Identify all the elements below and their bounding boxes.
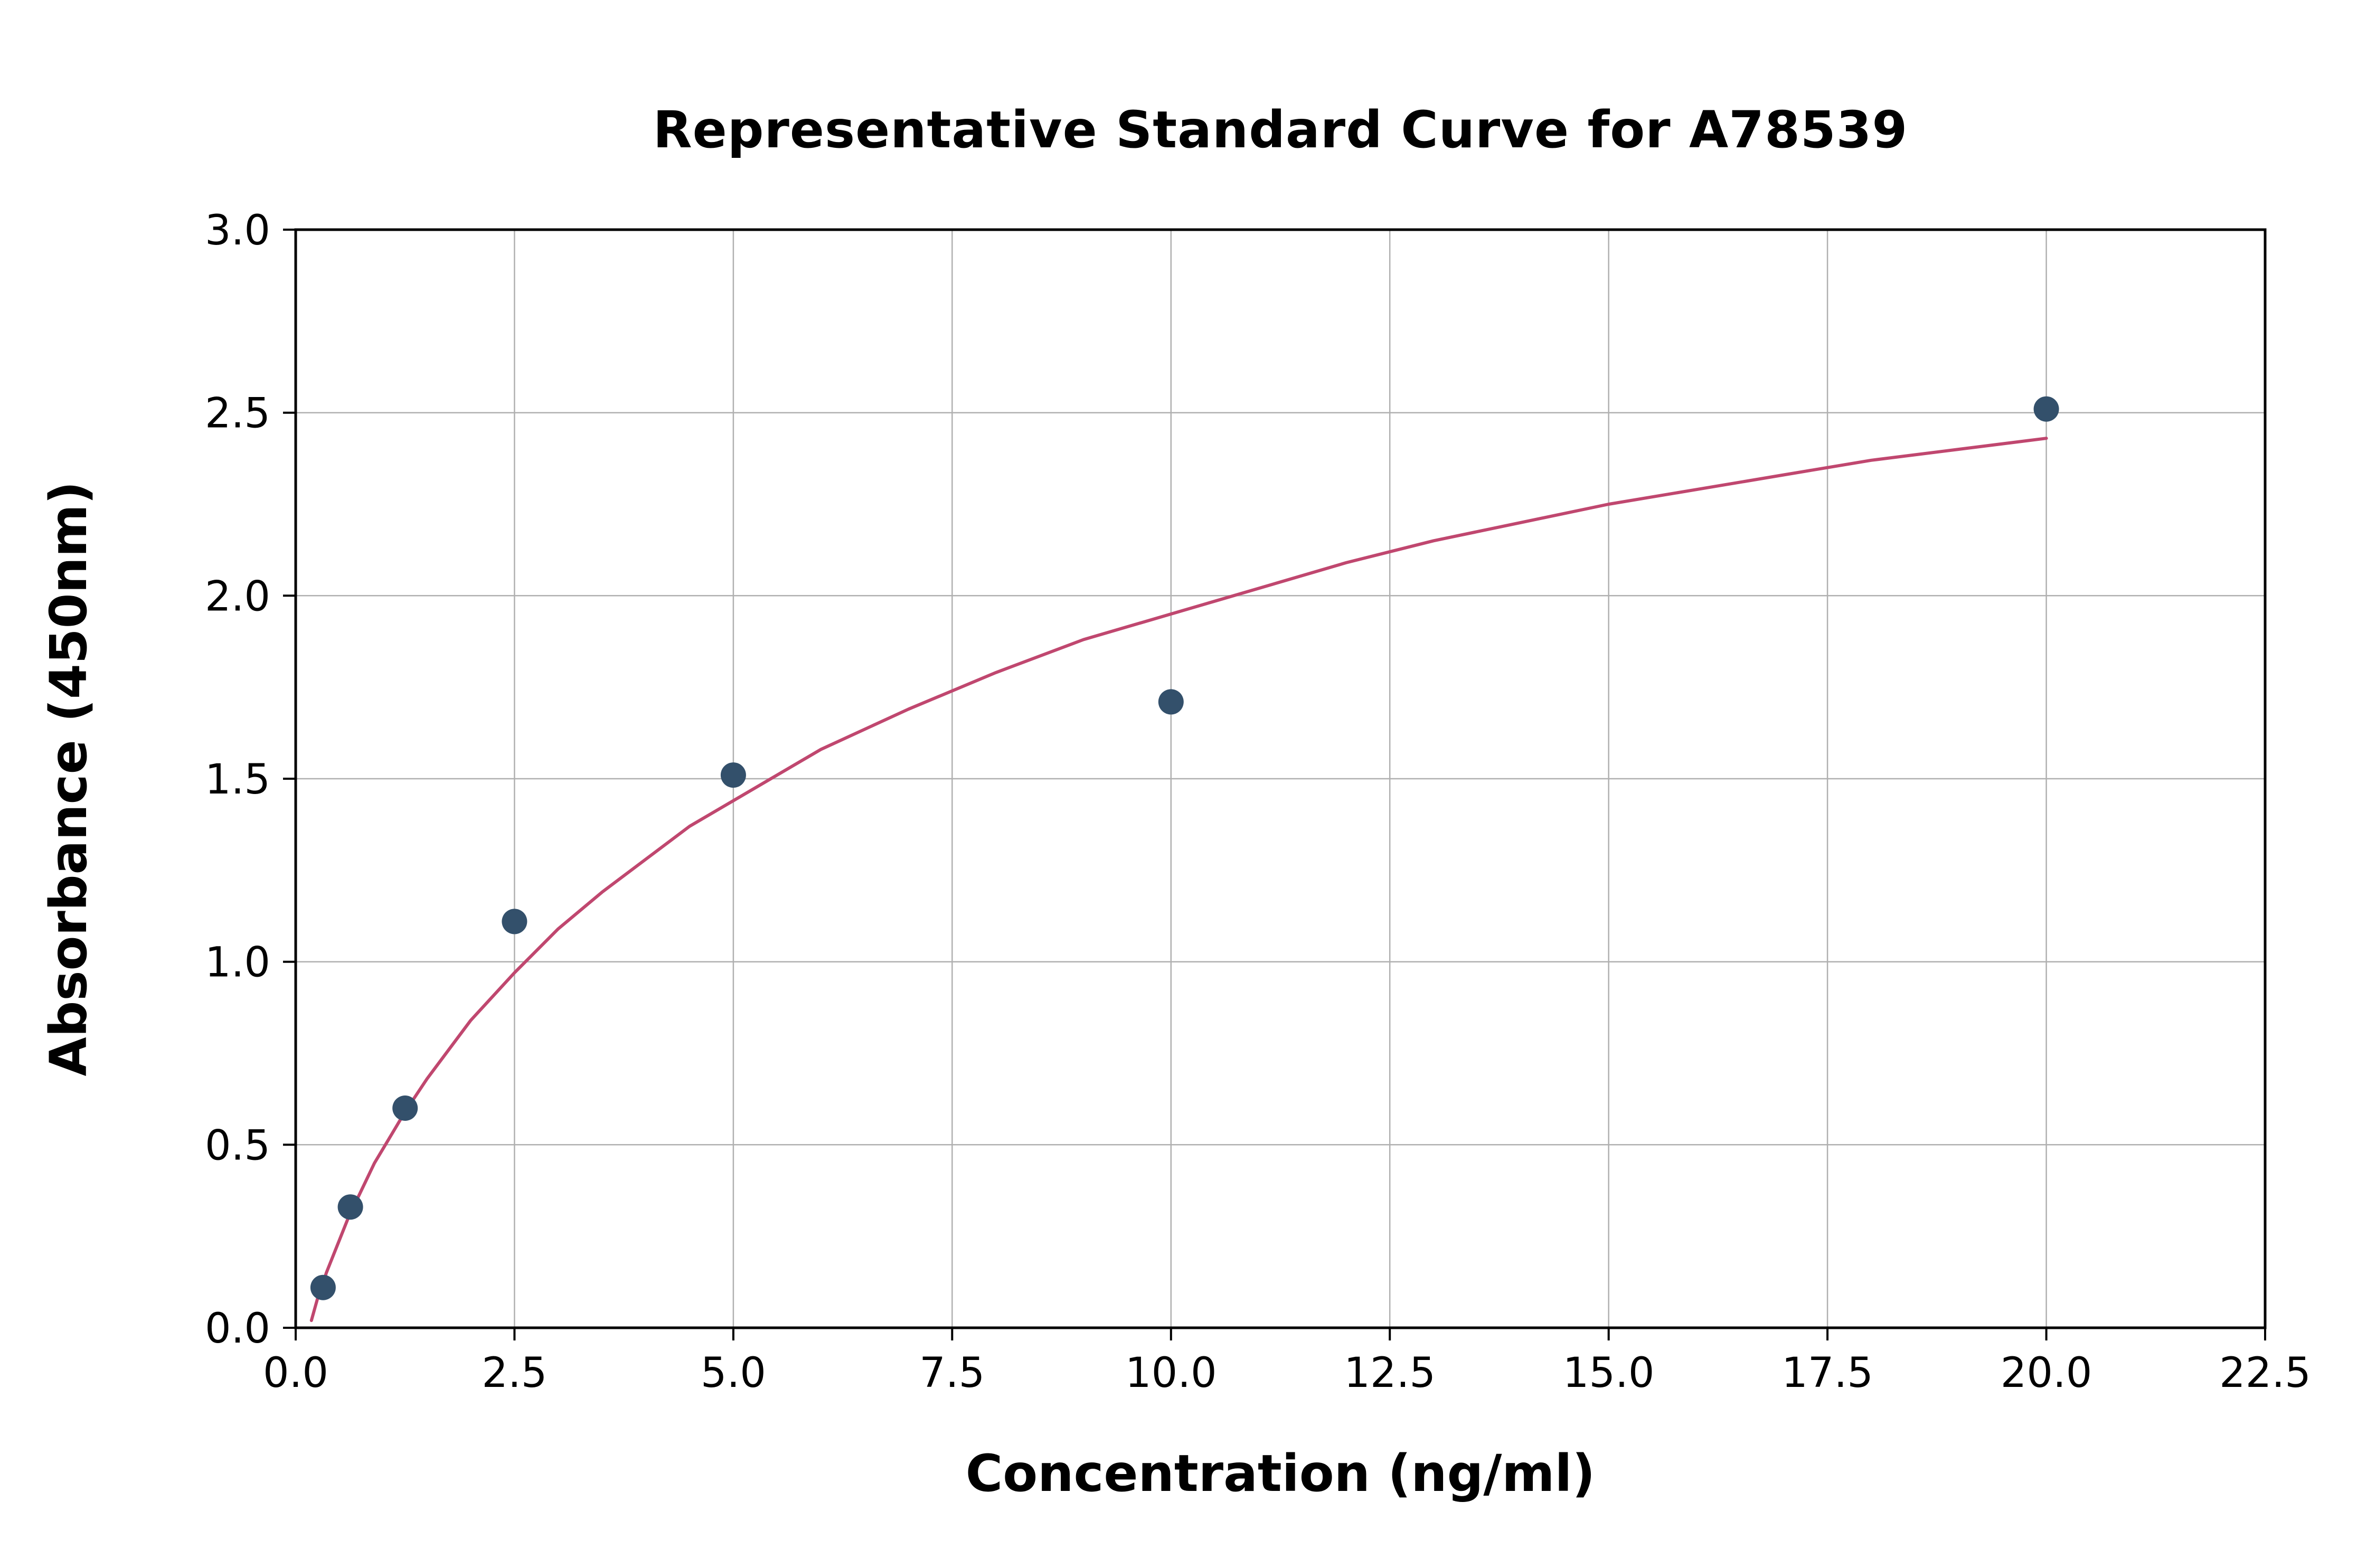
data-point <box>392 1095 418 1121</box>
x-tick-label: 0.0 <box>263 1349 328 1397</box>
data-point <box>502 909 527 934</box>
x-tick-label: 20.0 <box>2001 1349 2092 1397</box>
data-point <box>720 762 746 788</box>
x-tick-label: 2.5 <box>482 1349 547 1397</box>
x-tick-label: 17.5 <box>1781 1349 1873 1397</box>
data-point <box>337 1194 363 1220</box>
x-tick-label: 12.5 <box>1344 1349 1436 1397</box>
data-point <box>310 1274 336 1300</box>
y-tick-label: 0.5 <box>205 1122 270 1169</box>
y-tick-label: 2.5 <box>205 390 270 438</box>
y-tick-label: 3.0 <box>205 207 270 254</box>
fit-curve-line <box>309 437 2048 1323</box>
x-tick-label: 10.0 <box>1125 1349 1217 1397</box>
y-tick-label: 0.0 <box>205 1305 270 1353</box>
data-point <box>2033 396 2059 422</box>
x-tick-label: 7.5 <box>919 1349 985 1397</box>
data-point <box>1158 689 1184 715</box>
y-tick-label: 2.0 <box>205 573 270 620</box>
x-tick-label: 5.0 <box>701 1349 766 1397</box>
plot-frame <box>294 228 2267 1329</box>
x-tick-label: 22.5 <box>2219 1349 2311 1397</box>
x-axis-label: Concentration (ng/ml) <box>965 1444 1596 1503</box>
y-tick-label: 1.0 <box>205 939 270 987</box>
x-tick-label: 15.0 <box>1563 1349 1655 1397</box>
y-tick-label: 1.5 <box>205 756 270 804</box>
chart-title: Representative Standard Curve for A78539 <box>653 100 1908 159</box>
